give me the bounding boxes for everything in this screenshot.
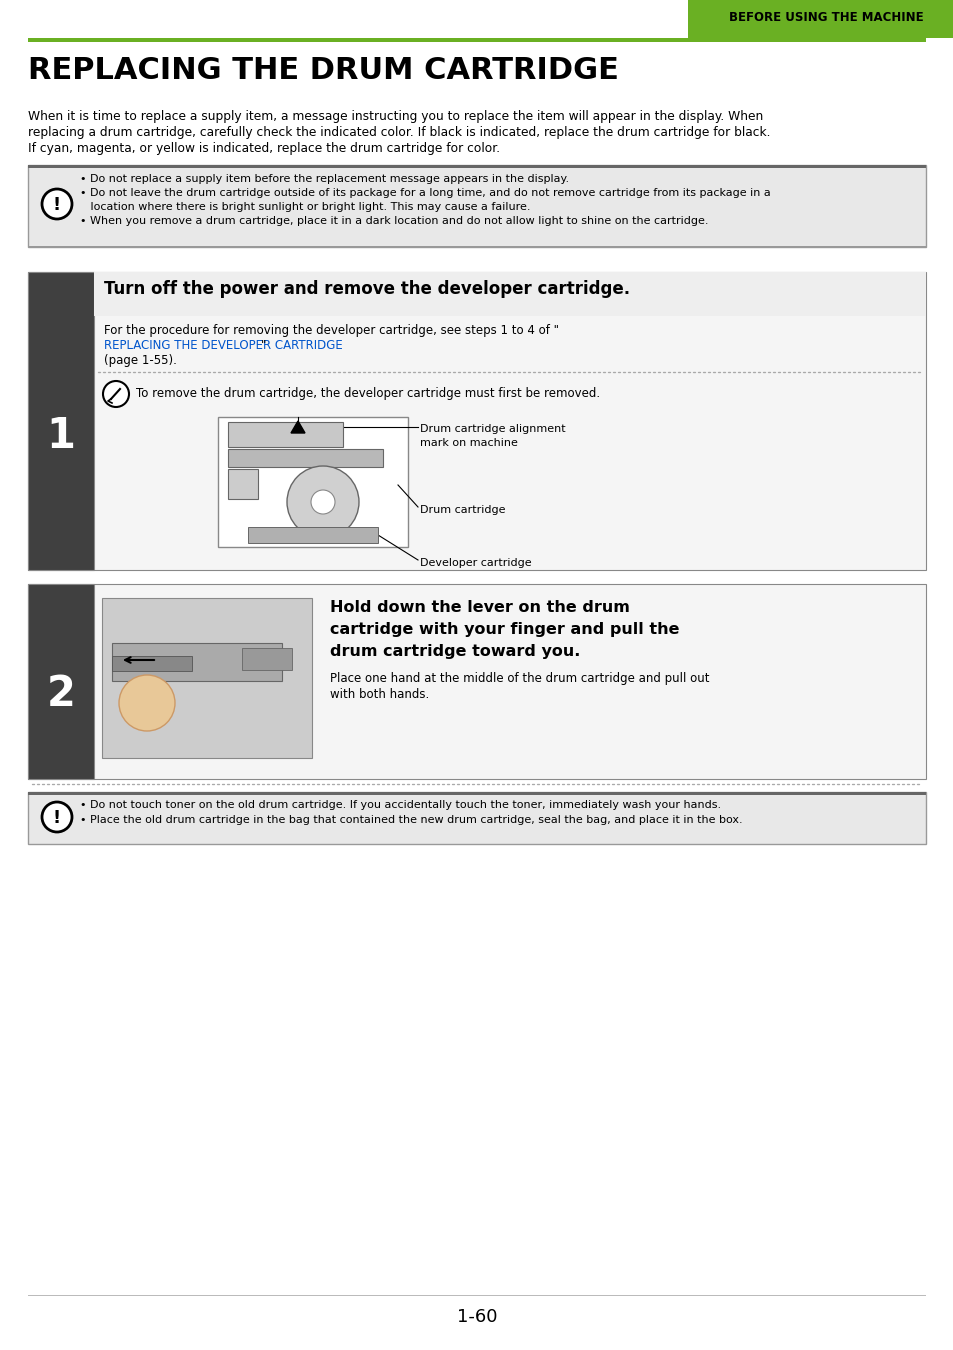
Text: REPLACING THE DRUM CARTRIDGE: REPLACING THE DRUM CARTRIDGE (28, 55, 618, 85)
Bar (28, 165, 925, 167)
Text: drum cartridge toward you.: drum cartridge toward you. (330, 644, 579, 659)
Text: Drum cartridge alignment: Drum cartridge alignment (419, 424, 565, 433)
Bar (28, 38, 925, 42)
Text: location where there is bright sunlight or bright light. This may cause a failur: location where there is bright sunlight … (80, 202, 530, 212)
Text: REPLACING THE DEVELOPER CARTRIDGE: REPLACING THE DEVELOPER CARTRIDGE (104, 339, 342, 352)
Bar (687, 0, 953, 38)
Text: Place one hand at the middle of the drum cartridge and pull out: Place one hand at the middle of the drum… (330, 672, 709, 684)
Circle shape (42, 802, 71, 832)
Bar (102, 598, 312, 757)
Bar (28, 792, 925, 844)
Text: Hold down the lever on the drum: Hold down the lever on the drum (330, 599, 629, 616)
Text: If cyan, magenta, or yellow is indicated, replace the drum cartridge for color.: If cyan, magenta, or yellow is indicated… (28, 142, 499, 155)
Text: Turn off the power and remove the developer cartridge.: Turn off the power and remove the develo… (104, 279, 630, 298)
Bar (28, 585, 94, 779)
Text: BEFORE USING THE MACHINE: BEFORE USING THE MACHINE (729, 11, 923, 24)
Text: • When you remove a drum cartridge, place it in a dark location and do not allow: • When you remove a drum cartridge, plac… (80, 216, 708, 225)
Bar (248, 526, 377, 543)
Bar (228, 468, 257, 500)
Text: mark on machine: mark on machine (419, 437, 517, 448)
Text: • Do not touch toner on the old drum cartridge. If you accidentally touch the to: • Do not touch toner on the old drum car… (80, 801, 720, 810)
Bar (28, 271, 925, 570)
Text: To remove the drum cartridge, the developer cartridge must first be removed.: To remove the drum cartridge, the develo… (136, 387, 599, 400)
Text: 1: 1 (47, 414, 75, 458)
Circle shape (103, 381, 129, 406)
Text: (page 1-55).: (page 1-55). (104, 354, 176, 367)
Bar (112, 643, 282, 680)
Text: cartridge with your finger and pull the: cartridge with your finger and pull the (330, 622, 679, 637)
Bar (28, 165, 925, 247)
Text: 1-60: 1-60 (456, 1308, 497, 1326)
Text: • Do not replace a supply item before the replacement message appears in the dis: • Do not replace a supply item before th… (80, 174, 569, 184)
Circle shape (287, 466, 358, 539)
Text: ": " (260, 339, 266, 352)
Circle shape (42, 189, 71, 219)
Bar (228, 423, 343, 447)
Bar (112, 656, 192, 671)
Bar (94, 271, 925, 316)
Text: For the procedure for removing the developer cartridge, see steps 1 to 4 of ": For the procedure for removing the devel… (104, 324, 558, 338)
Bar (218, 417, 408, 547)
Text: !: ! (52, 809, 61, 828)
Text: • Do not leave the drum cartridge outside of its package for a long time, and do: • Do not leave the drum cartridge outsid… (80, 188, 770, 198)
Bar (28, 585, 925, 779)
Polygon shape (291, 421, 305, 433)
Text: Drum cartridge: Drum cartridge (419, 505, 505, 514)
Circle shape (119, 675, 174, 730)
Text: with both hands.: with both hands. (330, 688, 429, 701)
Text: replacing a drum cartridge, carefully check the indicated color. If black is ind: replacing a drum cartridge, carefully ch… (28, 126, 770, 139)
Text: 2: 2 (47, 672, 75, 714)
Bar (28, 792, 925, 795)
Text: • Place the old drum cartridge in the bag that contained the new drum cartridge,: • Place the old drum cartridge in the ba… (80, 815, 741, 825)
Bar (28, 271, 94, 570)
Text: When it is time to replace a supply item, a message instructing you to replace t: When it is time to replace a supply item… (28, 109, 762, 123)
Text: Developer cartridge: Developer cartridge (419, 558, 531, 568)
Bar (242, 648, 292, 670)
Circle shape (311, 490, 335, 514)
Text: !: ! (52, 196, 61, 215)
Bar (228, 450, 382, 467)
